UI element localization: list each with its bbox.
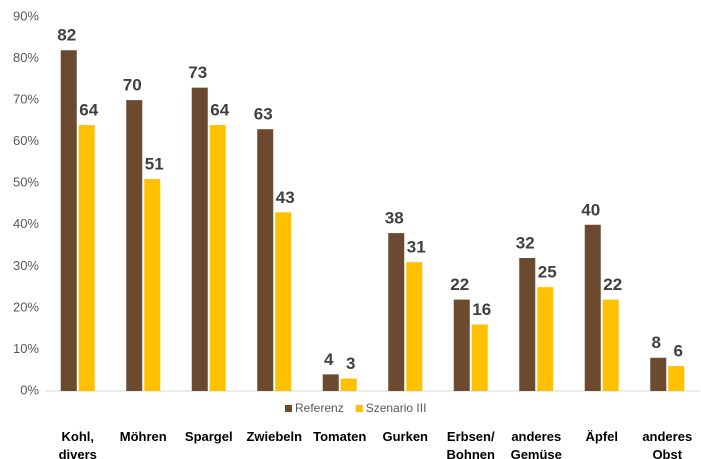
bar [537, 287, 554, 391]
data-label: 4 [324, 350, 334, 369]
data-label: 6 [674, 342, 683, 361]
bar [340, 378, 357, 391]
bar [209, 125, 226, 392]
bar [668, 366, 685, 391]
y-tick-label: 10% [13, 341, 39, 356]
bar [453, 299, 470, 391]
y-tick-label: 50% [13, 175, 39, 190]
data-label: 32 [516, 234, 535, 253]
bar [602, 299, 619, 391]
data-label: 43 [276, 188, 295, 207]
data-label: 22 [450, 275, 469, 294]
bar [471, 324, 488, 391]
y-tick-label: 30% [13, 258, 39, 273]
x-tick-label: Tomaten [313, 429, 367, 444]
y-tick-label: 70% [13, 92, 39, 107]
legend-swatch [355, 405, 363, 412]
data-label: 8 [652, 333, 661, 352]
x-tick-label: anderes Obst [642, 429, 693, 459]
bar [388, 233, 405, 391]
bar [257, 129, 274, 391]
data-label: 3 [346, 354, 355, 373]
bar [650, 357, 667, 391]
data-label: 73 [188, 63, 207, 82]
data-label: 63 [254, 105, 273, 124]
bar [275, 212, 292, 391]
legend-swatch [285, 405, 292, 412]
data-label: 40 [581, 200, 600, 219]
x-tick-label: Kohl, divers [58, 429, 97, 459]
bar [60, 50, 77, 391]
y-tick-label: 20% [13, 299, 39, 314]
data-label: 22 [603, 275, 622, 294]
data-label: 64 [210, 101, 229, 120]
bar [191, 87, 208, 392]
data-label: 64 [79, 101, 98, 120]
x-tick-label: Gurken [382, 429, 428, 444]
data-label: 51 [145, 155, 164, 174]
bar [126, 100, 143, 391]
x-tick-label: Zwiebeln [246, 429, 303, 444]
bar [519, 258, 536, 391]
y-tick-label: 60% [13, 133, 39, 148]
data-label: 25 [538, 263, 557, 282]
bar [144, 179, 161, 391]
x-tick-label: anderes Gemüse [510, 429, 562, 459]
data-label: 16 [472, 300, 491, 319]
bar [78, 125, 95, 392]
legend-label: Szenario III [366, 401, 427, 415]
x-tick-label: Äpfel [585, 429, 619, 444]
data-label: 38 [385, 209, 404, 228]
bar [322, 374, 339, 391]
y-tick-label: 80% [13, 50, 39, 65]
bar [584, 224, 601, 391]
legend-label: Referenz [295, 401, 344, 415]
x-tick-label: Erbsen/ Bohnen [446, 429, 495, 459]
x-tick-label: Möhren [119, 429, 167, 444]
x-tick-label: Spargel [184, 429, 233, 444]
data-label: 31 [407, 238, 426, 257]
y-tick-label: 0% [20, 382, 39, 397]
data-label: 70 [123, 76, 142, 95]
y-tick-label: 40% [13, 216, 39, 231]
data-label: 82 [57, 26, 76, 45]
bar [406, 262, 423, 391]
y-tick-label: 90% [13, 8, 39, 23]
